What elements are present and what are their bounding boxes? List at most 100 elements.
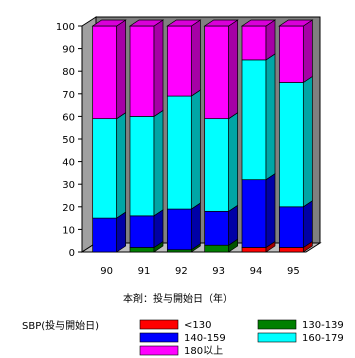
bar-segment xyxy=(204,112,239,212)
bar-top-face xyxy=(128,19,165,27)
legend-item: 160-179 xyxy=(257,332,344,344)
bar-segment-side xyxy=(190,89,201,210)
bar-segment xyxy=(204,204,239,246)
bar-segment xyxy=(129,19,164,118)
bar-segment-side xyxy=(153,209,164,249)
x-tick-label: 95 xyxy=(287,266,300,277)
y-tick-label: 70 xyxy=(62,90,75,101)
x-tick-label: 92 xyxy=(175,266,188,277)
y-tick-label: 20 xyxy=(62,203,75,214)
bar-segment-front xyxy=(241,59,267,181)
bar-segment-side xyxy=(265,173,276,249)
bar-segment-front xyxy=(129,215,155,248)
bar-segment xyxy=(92,112,127,219)
bar-segment-side xyxy=(228,19,239,120)
legend-label: 160-179 xyxy=(302,333,344,344)
bar-segment xyxy=(166,19,201,97)
legend-swatch xyxy=(139,319,179,330)
bar-segment-front xyxy=(166,25,192,97)
bar-segment xyxy=(129,209,164,249)
bar-segment xyxy=(278,75,313,208)
bar-segment xyxy=(92,19,127,120)
y-tick-label: 0 xyxy=(69,248,75,259)
bar-segment-side xyxy=(153,109,164,217)
bar-segment-front xyxy=(278,25,304,83)
y-axis: 0 10 20 30 40 50 60 70 80 90 100 xyxy=(56,22,83,259)
bar-segment-side xyxy=(265,53,276,181)
bar-segment-front xyxy=(241,25,267,61)
bar-segment-side xyxy=(228,204,239,246)
bar-segment-front xyxy=(204,118,230,212)
bar-segment-front xyxy=(241,247,267,253)
legend-item: 180以上 xyxy=(139,345,223,357)
bar-segment-side xyxy=(265,19,276,61)
bar-segment-front xyxy=(92,25,118,120)
x-tick-label: 93 xyxy=(212,266,225,277)
bar-segment-front xyxy=(278,247,304,253)
legend-label: 140-159 xyxy=(184,333,226,344)
legend-item: <130 xyxy=(139,319,211,331)
bar-segment-side xyxy=(116,211,127,253)
x-tick-label: 90 xyxy=(100,266,113,277)
y-tick-label: 40 xyxy=(62,158,75,169)
bar-segment-side xyxy=(190,202,201,251)
bar-segment xyxy=(278,19,313,84)
y-tick-label: 30 xyxy=(62,180,75,191)
legend-item: 130-139 xyxy=(257,319,344,331)
x-axis-label: 本剤：投与開始日（年） xyxy=(123,292,233,305)
bar-segment xyxy=(166,89,201,210)
bar-segment xyxy=(241,19,276,61)
y-tick-label: 100 xyxy=(56,22,75,33)
legend-label: <130 xyxy=(184,320,211,331)
bar-segment xyxy=(278,200,313,249)
legend-swatch xyxy=(139,332,179,343)
bar-segment-side xyxy=(116,112,127,219)
legend: SBP(投与開始日) <130 130-139 140-159 160-179 180以… xyxy=(22,319,344,357)
bar-segment-side xyxy=(302,19,313,84)
bar-segment xyxy=(92,211,127,253)
bar-segment-front xyxy=(129,247,155,253)
x-tick-label: 91 xyxy=(138,266,151,277)
bar-segment-side xyxy=(302,200,313,249)
bar-segment xyxy=(166,202,201,251)
legend-title: SBP(投与開始日) xyxy=(22,319,99,332)
bar-segment xyxy=(204,19,239,120)
bar-top-face xyxy=(203,19,239,27)
bar-segment-front xyxy=(92,118,118,219)
bar-segment-front xyxy=(92,217,118,253)
legend-item: 140-159 xyxy=(139,332,226,344)
bar-top-face xyxy=(240,19,277,27)
x-axis: 90 91 92 93 94 95 xyxy=(100,266,299,277)
bar-segment xyxy=(241,53,276,181)
bar-segment-side xyxy=(116,19,127,120)
bar-segment-front xyxy=(204,244,230,253)
bar-segment-front xyxy=(129,25,155,117)
bar-segment-front xyxy=(241,179,267,248)
legend-label: 130-139 xyxy=(302,320,344,331)
bar-group xyxy=(91,19,314,253)
bar-segment-front xyxy=(129,116,155,217)
legend-label: 180以上 xyxy=(184,345,223,357)
bar-segment-side xyxy=(228,112,239,212)
bar-segment-front xyxy=(204,210,230,246)
bar-segment xyxy=(129,109,164,217)
bar-segment xyxy=(241,173,276,249)
y-tick-label: 10 xyxy=(62,225,75,236)
legend-swatch xyxy=(139,345,179,356)
bar-segment-front xyxy=(278,82,304,208)
bar-segment-side xyxy=(302,75,313,208)
bar-segment-side xyxy=(190,19,201,97)
y-tick-label: 80 xyxy=(62,67,75,78)
legend-swatch xyxy=(257,332,297,343)
bar-segment-side xyxy=(153,19,164,118)
y-tick-label: 90 xyxy=(62,45,75,56)
bar-top-face xyxy=(166,19,202,27)
bar-segment-front xyxy=(278,206,304,248)
y-tick-label: 60 xyxy=(62,112,75,123)
bar-segment-front xyxy=(166,95,192,210)
legend-swatch xyxy=(257,319,297,330)
x-tick-label: 94 xyxy=(250,266,263,277)
y-tick-label: 50 xyxy=(62,135,75,146)
bar-segment-front xyxy=(204,25,230,120)
